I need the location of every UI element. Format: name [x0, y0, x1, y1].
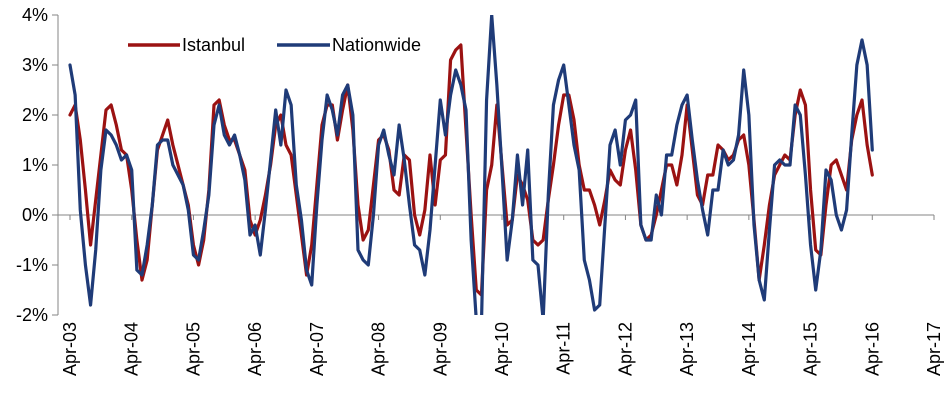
series-line-nationwide	[68, 15, 874, 315]
x-tick-label: Apr-09	[430, 322, 450, 376]
legend-label-istanbul: Istanbul	[182, 35, 245, 55]
chart-axes: 4% 3% 2% 1% 0% -1% -2% Apr-03 Apr-04 Apr-05 Apr-06…	[16, 5, 944, 376]
y-tick-label: 0%	[22, 205, 48, 225]
x-tick-label: Apr-07	[307, 322, 327, 376]
y-tick-label: -2%	[16, 305, 48, 325]
chart-series-layer	[68, 15, 874, 315]
chart-legend: Istanbul Nationwide	[128, 35, 421, 55]
x-tick-label: Apr-05	[183, 322, 203, 376]
y-tick-label: 2%	[22, 105, 48, 125]
x-tick-label: Apr-03	[60, 322, 80, 376]
x-tick-label: Apr-16	[862, 322, 882, 376]
x-tick-label: Apr-13	[677, 322, 697, 376]
x-tick-label: Apr-14	[739, 322, 759, 376]
x-tick-label: Apr-10	[492, 322, 512, 376]
y-tick-label: 3%	[22, 55, 48, 75]
y-tick-label: 4%	[22, 5, 48, 25]
y-tick-label: -1%	[16, 255, 48, 275]
x-tick-label: Apr-06	[245, 322, 265, 376]
x-tick-label: Apr-04	[122, 322, 142, 376]
legend-label-nationwide: Nationwide	[332, 35, 421, 55]
x-tick-label: Apr-15	[801, 322, 821, 376]
x-tick-label: Apr-08	[369, 322, 389, 376]
x-tick-label: Apr-12	[615, 322, 635, 376]
y-tick-label: 1%	[22, 155, 48, 175]
x-tick-label: Apr-11	[554, 322, 574, 375]
x-tick-label: Apr-17	[924, 322, 944, 376]
